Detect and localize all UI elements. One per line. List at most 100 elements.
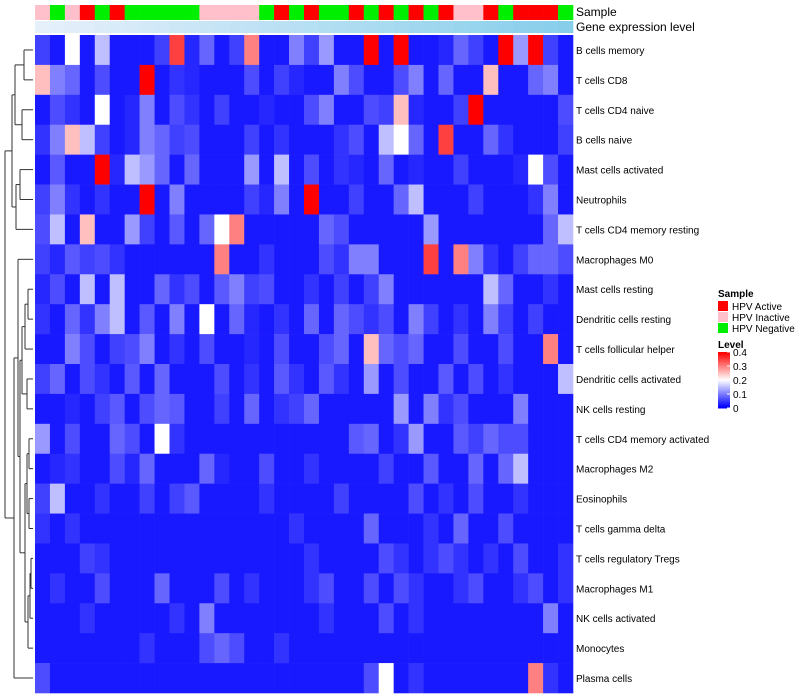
heatmap-cell [483,573,499,604]
heatmap-cell [498,603,514,634]
heatmap-cell [393,304,409,335]
sample-track-cell [378,5,394,20]
heatmap-cell [363,603,380,634]
heatmap-cell [154,94,170,126]
heatmap-cell [393,663,409,694]
heatmap-cell [393,124,409,155]
heatmap-cell [333,334,350,365]
heatmap-cell [35,274,51,305]
heatmap-cell [304,244,320,275]
heatmap-cell [483,543,499,574]
heatmap-cell [453,304,469,335]
heatmap-cell [94,35,111,66]
heatmap-cell [363,214,380,245]
heatmap-cell [139,304,155,335]
heatmap-cell [543,214,559,245]
level-legend-gradient-step [718,384,730,387]
heatmap-cell [259,334,275,365]
heatmap-cell [528,453,544,484]
heatmap-cell [94,124,111,155]
heatmap-cell [154,543,170,574]
sample-legend-label: HPV Negative [732,324,795,335]
heatmap-cell [393,393,409,425]
heatmap-cell [169,94,185,126]
heatmap-cell [363,483,380,514]
gene-expression-track-cell [378,21,394,33]
heatmap-cell [184,663,200,694]
heatmap-cell [333,274,350,305]
heatmap-cell [438,334,454,365]
heatmap-cell [229,543,245,574]
heatmap-cell [169,543,185,574]
heatmap-cell [304,513,320,544]
heatmap-cell [64,94,81,126]
heatmap-cell [259,35,275,66]
gene-expression-track-cell [154,21,170,33]
track-label-sample: Sample [576,5,617,19]
gene-expression-track-cell [259,21,275,33]
heatmap-cell [333,64,350,96]
sample-track-cell [184,5,200,20]
heatmap-cell [35,453,51,484]
heatmap-cell [199,453,215,484]
heatmap-cell [124,184,140,215]
heatmap-cell [169,35,185,66]
heatmap-cell [363,513,380,544]
heatmap-cell [169,453,185,484]
level-legend-gradient-step [718,354,730,357]
heatmap-cell [274,483,290,514]
heatmap-cell [378,304,394,335]
heatmap-cell [199,64,215,96]
heatmap-cell [498,423,514,455]
heatmap-cell [468,184,484,215]
heatmap-cell [139,423,155,455]
heatmap-cell [35,543,51,574]
heatmap-cell [318,124,335,155]
heatmap-cell [543,334,559,365]
heatmap-cell [513,513,529,544]
row-label: Eosinophils [576,495,627,506]
heatmap-cell [378,364,394,395]
gene-expression-track-cell [35,21,51,33]
heatmap-cell [453,184,469,215]
heatmap-cell [348,364,365,395]
row-label: Mast cells resting [576,285,653,296]
level-legend-gradient-step [718,394,730,396]
heatmap-cell [184,453,200,484]
heatmap-cell [348,483,365,514]
heatmap-cell [453,483,469,514]
heatmap-cell [154,274,170,305]
heatmap-cell [378,423,394,455]
heatmap-cell [453,214,469,245]
heatmap-cell [453,573,469,604]
heatmap-cell [408,35,424,66]
heatmap-cell [453,633,469,664]
heatmap-cell [154,364,170,395]
sample-track-cell [79,5,96,20]
sample-track-cell [94,5,111,20]
heatmap-cell [543,603,559,634]
heatmap-cell [498,274,514,305]
heatmap-cell [348,423,365,455]
heatmap-cell [513,274,529,305]
heatmap-cell [304,304,320,335]
heatmap-cell [528,94,544,126]
heatmap-cell [304,633,320,664]
heatmap-cell [184,633,200,664]
heatmap-cell [513,573,529,604]
heatmap-cell [79,274,96,305]
heatmap-cell [513,393,529,425]
heatmap-cell [363,334,380,365]
heatmap-cell [468,124,484,155]
heatmap-cell [393,423,409,455]
sample-track-cell [169,5,185,20]
heatmap-cell [79,573,96,604]
heatmap-cell [453,124,469,155]
sample-track-cell [528,5,544,20]
heatmap-cell [154,154,170,185]
sample-track-cell [124,5,140,20]
heatmap-cell [483,513,499,544]
heatmap-cell [558,393,574,425]
heatmap-cell [184,423,200,455]
heatmap-cell [423,214,439,245]
